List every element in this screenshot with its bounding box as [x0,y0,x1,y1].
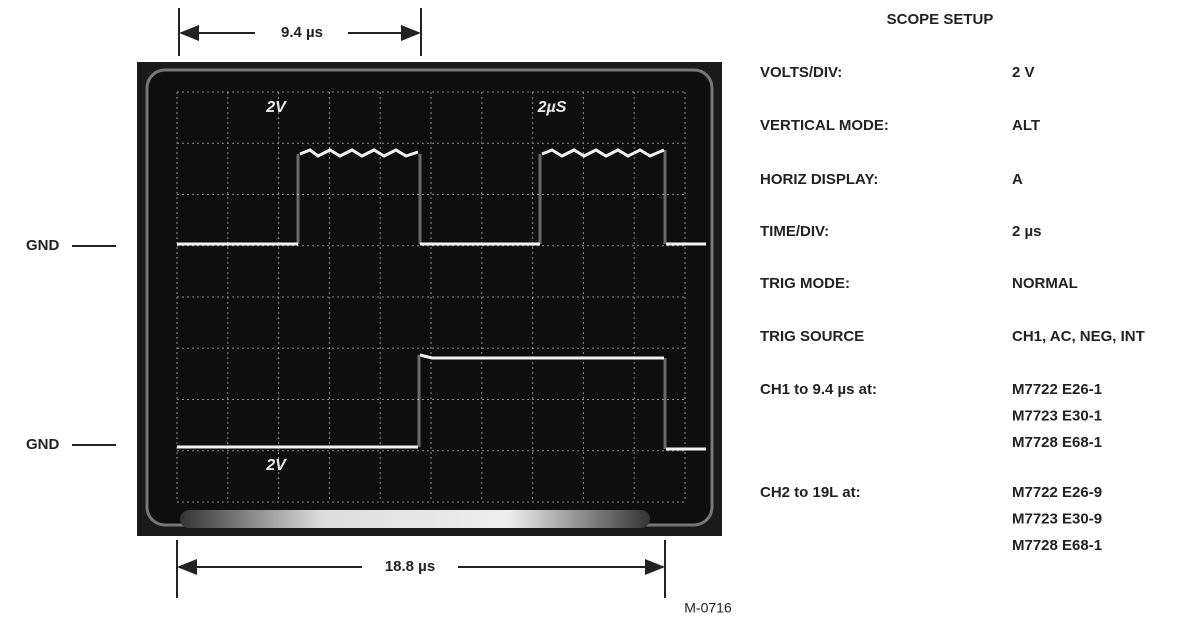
setup-value: M7723 E30-9 [1012,510,1102,527]
setup-label: TRIG SOURCE [760,328,864,345]
setup-value: CH1, AC, NEG, INT [1012,328,1145,345]
ch1-trace [177,148,706,246]
bottom-dimension: 18.8 µs [176,540,666,598]
setup-label: HORIZ DISPLAY: [760,171,878,188]
figure-id: M-0716 [684,600,732,616]
setup-value: M7722 E26-1 [1012,381,1102,398]
dimension-label: 9.4 µs [281,24,323,41]
setup-label: CH2 to 19L at: [760,484,861,501]
setup-value: M7723 E30-1 [1012,407,1102,424]
graticule [176,91,686,503]
setup-table: VOLTS/DIV: 2 V VERTICAL MODE: ALT HORIZ DISP… [760,64,1145,554]
gnd-label: GND [26,436,60,453]
setup-value: M7722 E26-9 [1012,484,1102,501]
setup-value: 2 V [1012,64,1035,81]
screen-label: 2V [265,457,287,474]
setup-label: VERTICAL MODE: [760,117,889,134]
setup-title: SCOPE SETUP [887,11,994,28]
setup-value: M7728 E68-1 [1012,434,1102,451]
setup-value: 2 µs [1012,223,1042,240]
edges [296,150,667,449]
setup-value: NORMAL [1012,275,1078,292]
ch2-trace [177,353,706,451]
top-dimension: 9.4 µs [178,8,422,56]
setup-value: ALT [1012,117,1040,134]
ground-markers: GND GND [26,237,116,453]
screen-label: 2µS [537,99,567,116]
setup-value: M7728 E68-1 [1012,537,1102,554]
screen-glow [180,510,650,528]
gnd-label: GND [26,237,60,254]
setup-label: VOLTS/DIV: [760,64,842,81]
setup-label: TRIG MODE: [760,275,850,292]
setup-value: A [1012,171,1023,188]
traces [177,148,706,451]
dimension-label: 18.8 µs [385,558,435,575]
setup-label: TIME/DIV: [760,223,829,240]
setup-label: CH1 to 9.4 µs at: [760,381,877,398]
screen-label: 2V [265,99,287,116]
